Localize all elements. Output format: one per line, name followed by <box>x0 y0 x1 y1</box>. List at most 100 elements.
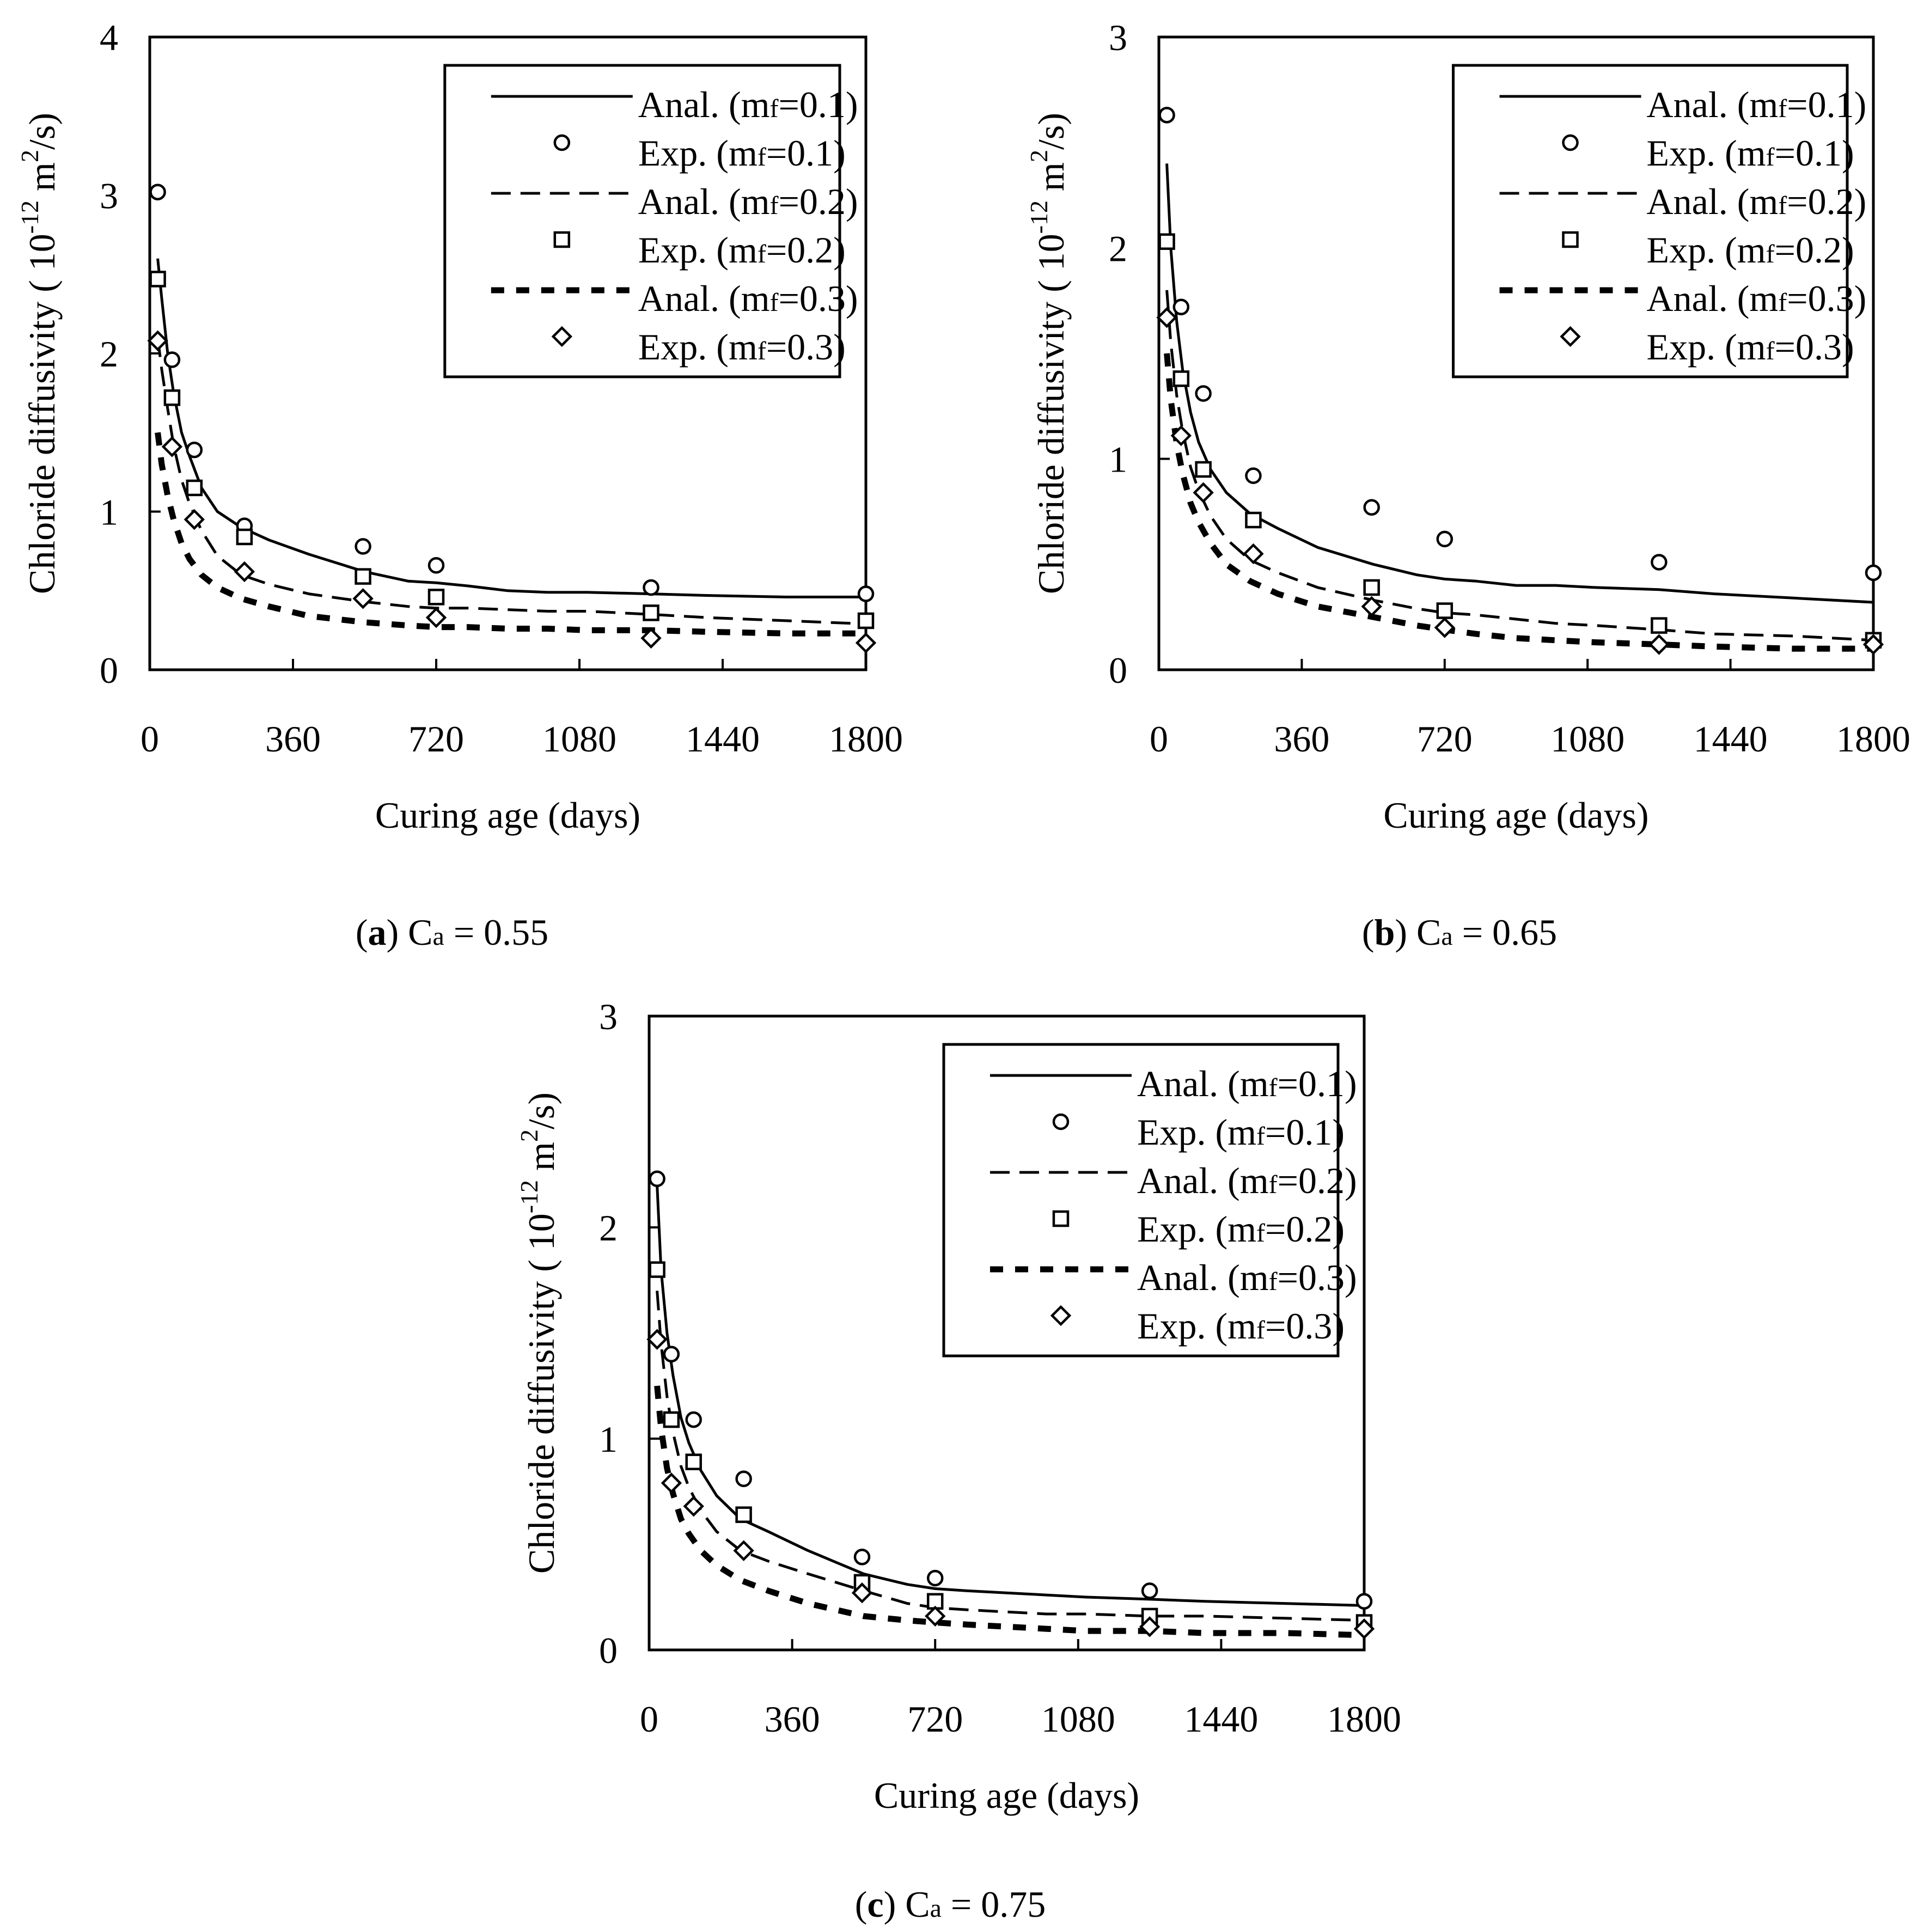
legend-entry-text-end: =0.3) <box>778 278 858 319</box>
legend-entry-text: Exp. (m <box>1137 1111 1256 1153</box>
legend-entry-text: Anal. (m <box>1137 1160 1269 1201</box>
legend-entry-label: Anal. (mf=0.1) <box>1647 84 1867 125</box>
exp-point-mf-03 <box>1170 425 1192 447</box>
legend-entry-subscript: f <box>1269 1073 1278 1102</box>
exp-point-mf-02 <box>163 389 181 406</box>
y-axis-label-end: /s) <box>1030 113 1072 150</box>
x-axis-label: Curing age (days) <box>375 794 640 836</box>
exp-point-mf-01 <box>1245 467 1262 484</box>
y-axis-label: Chloride diffusivity ( 10-12 m2/s) <box>1025 113 1072 594</box>
legend-entry-subscript: f <box>1766 240 1775 268</box>
legend-entry-label: Exp. (mf=0.3) <box>1137 1305 1345 1347</box>
legend-entry-label: Exp. (mf=0.1) <box>638 132 846 174</box>
panel-b: 0 360 720 1080 1440 1800 0 1 2 3 Curing age (days)… <box>1025 17 1910 953</box>
exp-point-mf-01 <box>186 441 203 458</box>
legend-entry-text: Anal. (m <box>1647 84 1779 125</box>
exp-point-mf-02 <box>186 479 203 497</box>
legend-entry-text: Exp. (m <box>1647 326 1766 368</box>
x-tick-label: 1440 <box>1694 718 1768 760</box>
y-tick-label: 1 <box>100 492 118 533</box>
legend-entry-text: Exp. (m <box>638 229 758 271</box>
exp-point-mf-01 <box>1363 499 1380 516</box>
legend-entry-label: Anal. (mf=0.1) <box>638 84 858 125</box>
y-axis-label-end: /s) <box>21 113 63 150</box>
x-tick-label: 720 <box>907 1698 963 1740</box>
exp-point-mf-03 <box>1193 482 1214 503</box>
caption-value: = 0.55 <box>444 912 548 953</box>
exp-point-mf-03 <box>733 1540 754 1561</box>
legend-entry-subscript: f <box>769 288 778 317</box>
legend-box <box>443 64 841 378</box>
legend-entry-text-end: =0.3) <box>1775 326 1854 368</box>
caption-subscript: a <box>1441 922 1452 951</box>
legend-entry-subscript: f <box>769 94 778 123</box>
analytical-curve-mf-03 <box>1164 353 1873 652</box>
exp-point-mf-02 <box>1651 617 1668 634</box>
legend-marker-diamond <box>551 326 572 347</box>
caption-letter: c <box>867 1884 883 1925</box>
y-tick-label: 3 <box>1109 17 1127 58</box>
x-tick-label: 1800 <box>829 718 903 760</box>
y-tick-label: 3 <box>599 996 618 1037</box>
analytical-curve-mf-01 <box>1165 163 1874 604</box>
legend-entry-text-end: =0.2) <box>778 181 858 222</box>
legend-entry-text: Anal. (m <box>1137 1257 1269 1298</box>
legend-entry-subscript: f <box>1256 1219 1265 1248</box>
legend-marker-circle <box>1562 134 1579 151</box>
exp-point-mf-02 <box>236 528 253 546</box>
caption-variable: C <box>1407 912 1441 953</box>
legend-entry-label: Exp. (mf=0.2) <box>1647 229 1854 271</box>
legend-entry-text-end: =0.3) <box>1278 1257 1357 1298</box>
x-tick-label: 1080 <box>1041 1698 1115 1740</box>
legend-entry-text: Exp. (m <box>1647 229 1766 271</box>
exp-point-mf-03 <box>661 1472 682 1494</box>
y-axis-label-end: /s) <box>521 1092 562 1129</box>
legend-entry-subscript: f <box>1778 288 1787 317</box>
caption-paren-close: ) <box>1395 912 1407 953</box>
legend-entry-label: Anal. (mf=0.3) <box>1647 278 1867 319</box>
legend-entry-text-end: =0.1) <box>1265 1111 1345 1153</box>
legend-entry-text: Anal. (m <box>1647 278 1779 319</box>
exp-point-mf-03 <box>640 627 662 649</box>
y-axis-label-unit-exponent: 2 <box>515 1129 543 1142</box>
panel-caption: (c) Ca = 0.75 <box>855 1884 1046 1925</box>
caption-value: = 0.65 <box>1453 912 1557 953</box>
y-tick-label: 2 <box>599 1207 618 1249</box>
y-axis-label-main: Chloride diffusivity ( 10 <box>1030 234 1072 594</box>
legend-entry-text-end: =0.2) <box>766 229 846 271</box>
y-tick-label: 0 <box>1109 650 1127 691</box>
panel-caption: (b) Ca = 0.65 <box>1362 912 1557 953</box>
exp-point-mf-03 <box>1862 634 1884 655</box>
exp-point-mf-01 <box>149 184 166 200</box>
exp-point-mf-01 <box>1195 385 1212 402</box>
legend-entry-text-end: =0.2) <box>1278 1160 1357 1201</box>
exp-point-mf-02 <box>1363 579 1380 596</box>
exp-point-mf-02 <box>355 568 371 585</box>
y-axis-label-main: Chloride diffusivity ( 10 <box>521 1213 562 1574</box>
legend-entry-label: Anal. (mf=0.1) <box>1137 1063 1357 1104</box>
legend-entry-label: Anal. (mf=0.2) <box>1647 181 1867 222</box>
legend-entry-label: Exp. (mf=0.2) <box>638 229 846 271</box>
y-axis-label-exponent: -12 <box>16 200 44 234</box>
legend-marker-square <box>553 231 571 248</box>
legend-entry-text: Exp. (m <box>638 132 758 174</box>
exp-point-mf-02 <box>735 1506 752 1523</box>
x-axis-label: Curing age (days) <box>1383 794 1648 836</box>
exp-point-mf-01 <box>643 579 659 596</box>
legend-entry-label: Exp. (mf=0.3) <box>638 326 846 368</box>
analytical-curve-mf-02 <box>1165 290 1874 642</box>
x-tick-label: 1800 <box>1836 718 1910 760</box>
y-tick-label: 0 <box>100 650 118 691</box>
caption-paren-close: ) <box>884 1884 896 1925</box>
legend-entry-text-end: =0.1) <box>1775 132 1854 174</box>
x-tick-label: 720 <box>408 718 464 760</box>
panel-a: 0 360 720 1080 1440 1800 0 1 2 3 4 Curing age (days… <box>16 17 903 953</box>
caption-subscript: a <box>433 922 444 951</box>
legend-entry-subscript: f <box>1778 191 1787 220</box>
caption-letter: a <box>368 912 386 953</box>
legend-entry-text: Anal. (m <box>1137 1063 1269 1104</box>
y-axis-label: Chloride diffusivity ( 10-12 m2/s) <box>16 113 63 594</box>
exp-point-mf-02 <box>1158 233 1175 250</box>
legend-box <box>1452 64 1849 378</box>
exp-point-mf-01 <box>857 585 875 602</box>
